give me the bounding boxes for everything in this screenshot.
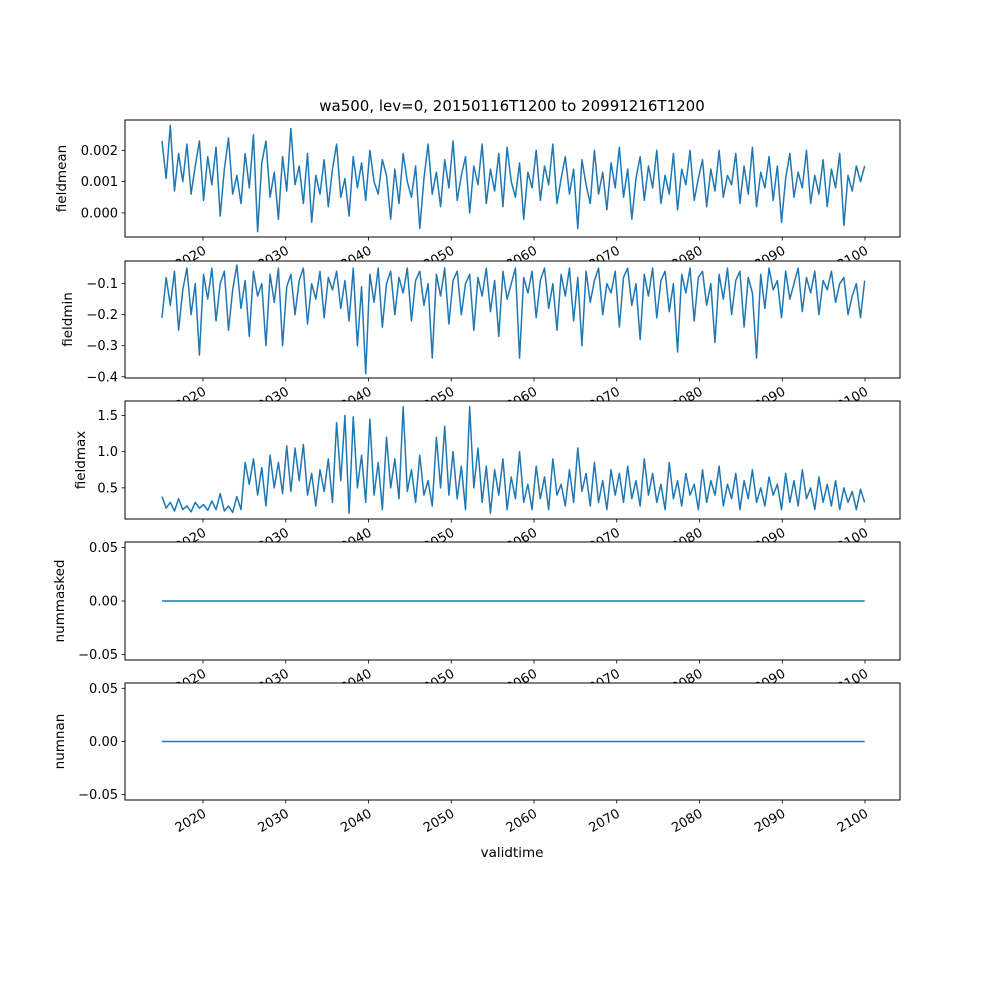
y-axis-label: nummasked — [52, 560, 68, 643]
y-tick-label: 0.05 — [89, 682, 118, 697]
axes-frame — [124, 400, 901, 520]
y-tick-label: −0.4 — [86, 370, 118, 385]
series-line-fieldmean — [161, 124, 866, 233]
y-tick-label: 0.5 — [97, 481, 118, 496]
y-tick-label: 1.5 — [97, 409, 118, 424]
x-axis-label: validtime — [481, 845, 544, 861]
y-tick-label: 0.00 — [89, 595, 118, 610]
y-tick-label: −0.1 — [86, 277, 118, 292]
y-tick-label: 0.05 — [89, 541, 118, 556]
y-tick-label: −0.2 — [86, 308, 118, 323]
y-tick-label: −0.3 — [86, 339, 118, 354]
chart-title: wa500, lev=0, 20150116T1200 to 20991216T… — [319, 97, 705, 115]
y-axis-label: fieldmin — [60, 292, 76, 347]
axes-frame — [124, 260, 901, 379]
y-tick-label: 0.001 — [81, 175, 118, 190]
y-tick-label: 1.0 — [97, 445, 118, 460]
y-tick-label: −0.05 — [78, 788, 118, 803]
y-axis-label: numnan — [52, 714, 68, 770]
y-axis-label: fieldmax — [73, 431, 89, 490]
y-tick-label: 0.00 — [89, 735, 118, 750]
series-line-fieldmin — [161, 264, 866, 375]
series-line-fieldmax — [161, 406, 866, 514]
y-tick-label: 0.000 — [81, 206, 118, 221]
y-tick-label: 0.002 — [81, 144, 118, 159]
axes-background — [125, 120, 900, 237]
y-tick-label: −0.05 — [78, 648, 118, 663]
axes-frame — [124, 119, 901, 238]
y-axis-label: fieldmean — [54, 145, 70, 212]
